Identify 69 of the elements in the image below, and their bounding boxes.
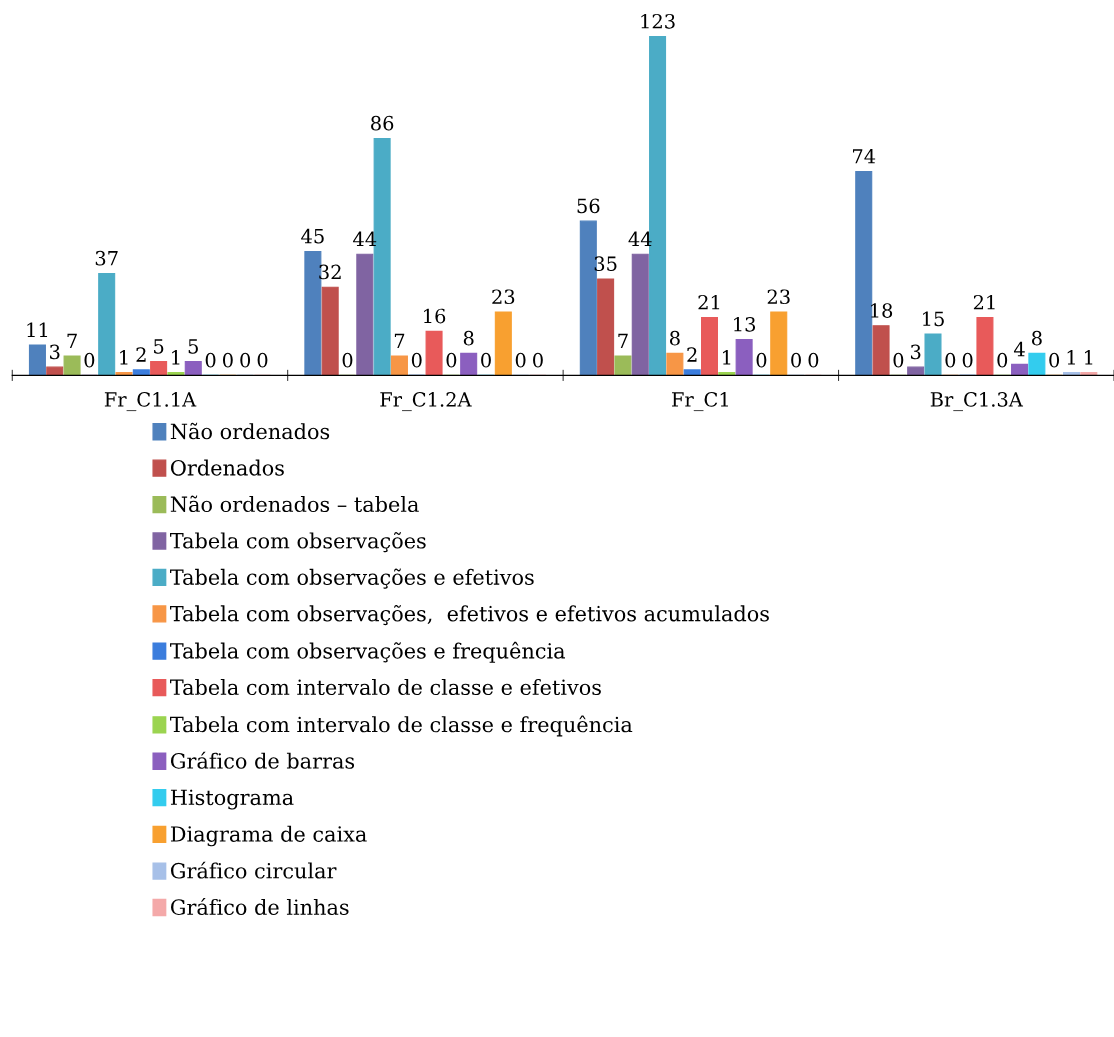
data-label: 0 — [1049, 352, 1060, 368]
data-label: 0 — [342, 352, 353, 368]
x-tick-label: Br_C1.3A — [930, 392, 1024, 412]
legend-label: Tabela com intervalo de classe e efetivos — [170, 678, 601, 696]
data-label: 8 — [669, 330, 680, 346]
data-label: 0 — [997, 352, 1008, 368]
x-tick-label: Fr_C1.2A — [380, 392, 472, 412]
data-label: 0 — [240, 352, 251, 368]
legend-label: Tabela com intervalo de classe e frequência — [170, 715, 633, 737]
legend-label: Tabela com observações e efetivos — [170, 568, 534, 589]
data-label: 7 — [67, 333, 77, 348]
data-label: 0 — [222, 352, 233, 368]
data-label: 0 — [808, 352, 819, 368]
data-label: 0 — [945, 352, 956, 368]
data-label: 56 — [577, 198, 600, 214]
legend-label: Gráfico de linhas — [170, 898, 349, 915]
data-label: 0 — [515, 352, 526, 368]
data-label: 5 — [188, 339, 198, 354]
data-label: 8 — [1031, 330, 1042, 346]
data-label: 3 — [50, 344, 60, 360]
legend-label: Gráfico circular — [170, 861, 337, 879]
legend-label: Não ordenados – tabela — [170, 495, 419, 513]
data-label: 5 — [154, 339, 164, 354]
data-label: 21 — [973, 294, 995, 310]
data-label: 86 — [371, 115, 394, 131]
data-label: 7 — [394, 333, 405, 348]
data-label: 23 — [492, 289, 515, 305]
data-label: 11 — [27, 322, 48, 337]
legend-label: Tabela com observações e frequência — [170, 641, 565, 663]
x-tick-label: Fr_C1.1A — [104, 392, 197, 412]
x-tick-label: Fr_C1 — [672, 392, 728, 412]
data-label: 123 — [641, 13, 675, 29]
data-label: 1 — [120, 350, 128, 365]
data-label: 0 — [411, 352, 422, 368]
data-label: 13 — [734, 316, 756, 332]
data-label: 0 — [791, 352, 801, 368]
data-label: 21 — [698, 294, 720, 310]
data-label: 0 — [962, 352, 973, 368]
data-label: 1 — [172, 350, 180, 365]
data-label: 2 — [136, 347, 146, 362]
data-label: 37 — [95, 250, 118, 266]
data-label: 0 — [205, 352, 216, 368]
legend-label: Tabela com observações — [170, 532, 426, 553]
data-label: 1 — [1067, 350, 1075, 365]
data-label: 1 — [723, 350, 731, 365]
data-label: 0 — [533, 352, 543, 368]
data-label: 0 — [481, 352, 491, 368]
legend-label: Histograma — [170, 789, 294, 810]
data-label: 3 — [910, 344, 921, 360]
data-label: 1 — [1085, 350, 1093, 365]
data-label: 7 — [618, 333, 628, 348]
data-label: 15 — [923, 311, 944, 327]
data-label: 8 — [463, 330, 474, 346]
data-label: 23 — [767, 289, 790, 305]
data-label: 0 — [84, 352, 95, 368]
legend-label: Ordenados — [170, 459, 284, 476]
data-label: 0 — [446, 352, 457, 368]
legend-label: Diagrama de caixa — [170, 825, 367, 847]
data-label: 4 — [1013, 341, 1025, 357]
data-label: 45 — [301, 228, 324, 244]
legend-label: Gráfico de barras — [170, 751, 355, 769]
legend-label: Tabela com observações, efetivos e efetivos acumulados — [170, 604, 769, 626]
data-label: 0 — [257, 352, 268, 368]
data-label: 0 — [756, 352, 767, 368]
legend-label: Não ordenados — [170, 422, 330, 440]
data-label: 16 — [424, 308, 446, 324]
data-label: 2 — [687, 347, 697, 362]
data-label: 74 — [853, 148, 876, 164]
data-label: 0 — [893, 352, 904, 368]
